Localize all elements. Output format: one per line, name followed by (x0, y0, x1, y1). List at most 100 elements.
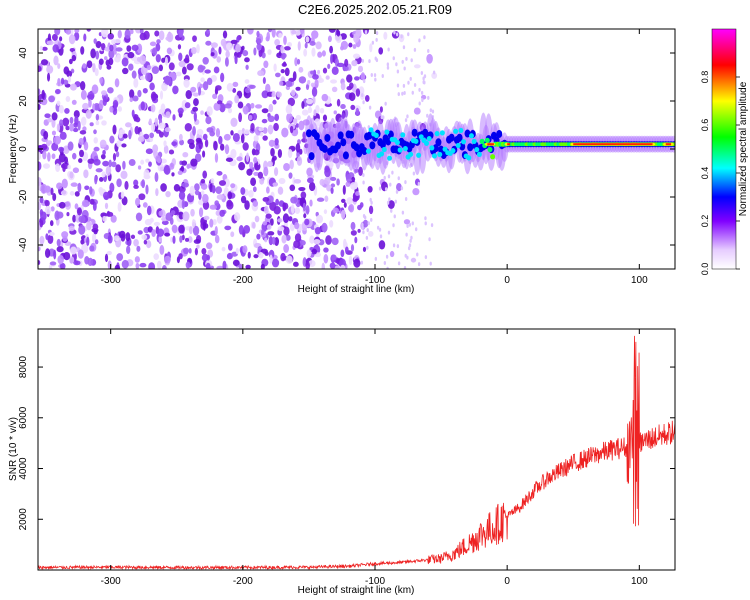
noise-blob (410, 235, 413, 240)
noise-blob (252, 200, 259, 207)
noise-blob (67, 75, 72, 83)
snr-frame (37, 328, 676, 571)
noise-blob (353, 33, 360, 43)
noise-blob (230, 148, 237, 159)
noise-blob (188, 248, 192, 254)
noise-blob (302, 202, 306, 212)
noise-blob (275, 198, 280, 206)
noise-blob (158, 122, 166, 129)
noise-blob (184, 122, 192, 132)
noise-blob (143, 239, 148, 245)
noise-blob (344, 58, 349, 67)
noise-blob (64, 107, 70, 114)
noise-blob (424, 221, 427, 226)
noise-blob (200, 190, 205, 196)
noise-blob (214, 152, 219, 163)
noise-blob (230, 39, 238, 44)
noise-blob (267, 160, 273, 168)
signal-peak-red (573, 143, 653, 146)
noise-blob (121, 143, 127, 148)
noise-blob (303, 48, 308, 57)
noise-blob (291, 29, 297, 35)
noise-blob (73, 260, 81, 266)
noise-blob (148, 161, 152, 167)
noise-blob (232, 87, 237, 93)
noise-blob (42, 163, 51, 169)
noise-blob (219, 103, 226, 113)
noise-blob (369, 197, 372, 202)
noise-blob (216, 215, 223, 224)
noise-blob (220, 72, 225, 83)
noise-blob (109, 135, 115, 144)
noise-blob (364, 94, 370, 102)
signal-core-blue (321, 144, 328, 153)
noise-blob (423, 80, 426, 85)
signal-core-green (487, 146, 493, 153)
noise-blob (290, 196, 298, 204)
noise-blob (242, 50, 249, 57)
noise-blob (206, 106, 213, 116)
noise-blob (311, 86, 318, 97)
noise-blob (262, 221, 268, 226)
signal-core-green (424, 140, 430, 146)
noise-blob (178, 190, 186, 200)
noise-blob (218, 46, 222, 55)
noise-blob (296, 156, 303, 166)
noise-blob (183, 247, 189, 255)
noise-blob (151, 66, 160, 75)
noise-blob (371, 40, 375, 45)
noise-blob (194, 183, 200, 191)
noise-blob (171, 172, 175, 177)
noise-blob (260, 263, 265, 269)
noise-blob (245, 64, 249, 70)
noise-blob (369, 43, 373, 53)
noise-blob (43, 130, 49, 140)
noise-blob (315, 105, 320, 114)
noise-blob (216, 56, 222, 63)
noise-blob (354, 76, 360, 81)
noise-blob (182, 211, 190, 222)
noise-blob (258, 251, 264, 259)
noise-blob (154, 117, 159, 127)
noise-blob (214, 200, 220, 207)
noise-blob (362, 100, 365, 105)
noise-blob (182, 152, 189, 158)
signal-core-green (416, 152, 422, 158)
noise-blob (170, 236, 174, 243)
noise-blob (202, 193, 209, 204)
noise-blob (69, 246, 78, 255)
noise-blob (232, 259, 240, 267)
noise-blob (368, 105, 372, 110)
noise-blob (295, 142, 301, 153)
noise-blob (209, 204, 217, 210)
noise-blob (287, 41, 293, 48)
noise-blob (194, 247, 198, 256)
noise-blob (133, 179, 139, 187)
noise-blob (44, 248, 51, 259)
noise-blob (424, 255, 428, 260)
noise-blob (161, 57, 166, 63)
noise-blob (340, 40, 349, 50)
noise-blob (61, 190, 67, 195)
noise-blob (113, 235, 120, 242)
noise-blob (248, 114, 253, 121)
noise-blob (109, 182, 115, 193)
noise-blob (117, 30, 122, 39)
noise-blob (327, 35, 332, 43)
noise-blob (181, 160, 188, 166)
noise-blob (90, 48, 96, 59)
noise-blob (237, 101, 244, 109)
noise-blob (246, 168, 253, 176)
noise-blob (301, 101, 305, 109)
noise-blob (392, 243, 396, 248)
noise-blob (56, 211, 64, 219)
noise-blob (128, 63, 134, 71)
noise-blob (380, 115, 383, 120)
signal-core-green (468, 133, 474, 139)
noise-blob (181, 182, 190, 188)
noise-blob (280, 252, 286, 262)
noise-blob (226, 42, 233, 51)
noise-blob (352, 53, 361, 59)
noise-blob (235, 43, 241, 53)
noise-blob (41, 46, 48, 51)
